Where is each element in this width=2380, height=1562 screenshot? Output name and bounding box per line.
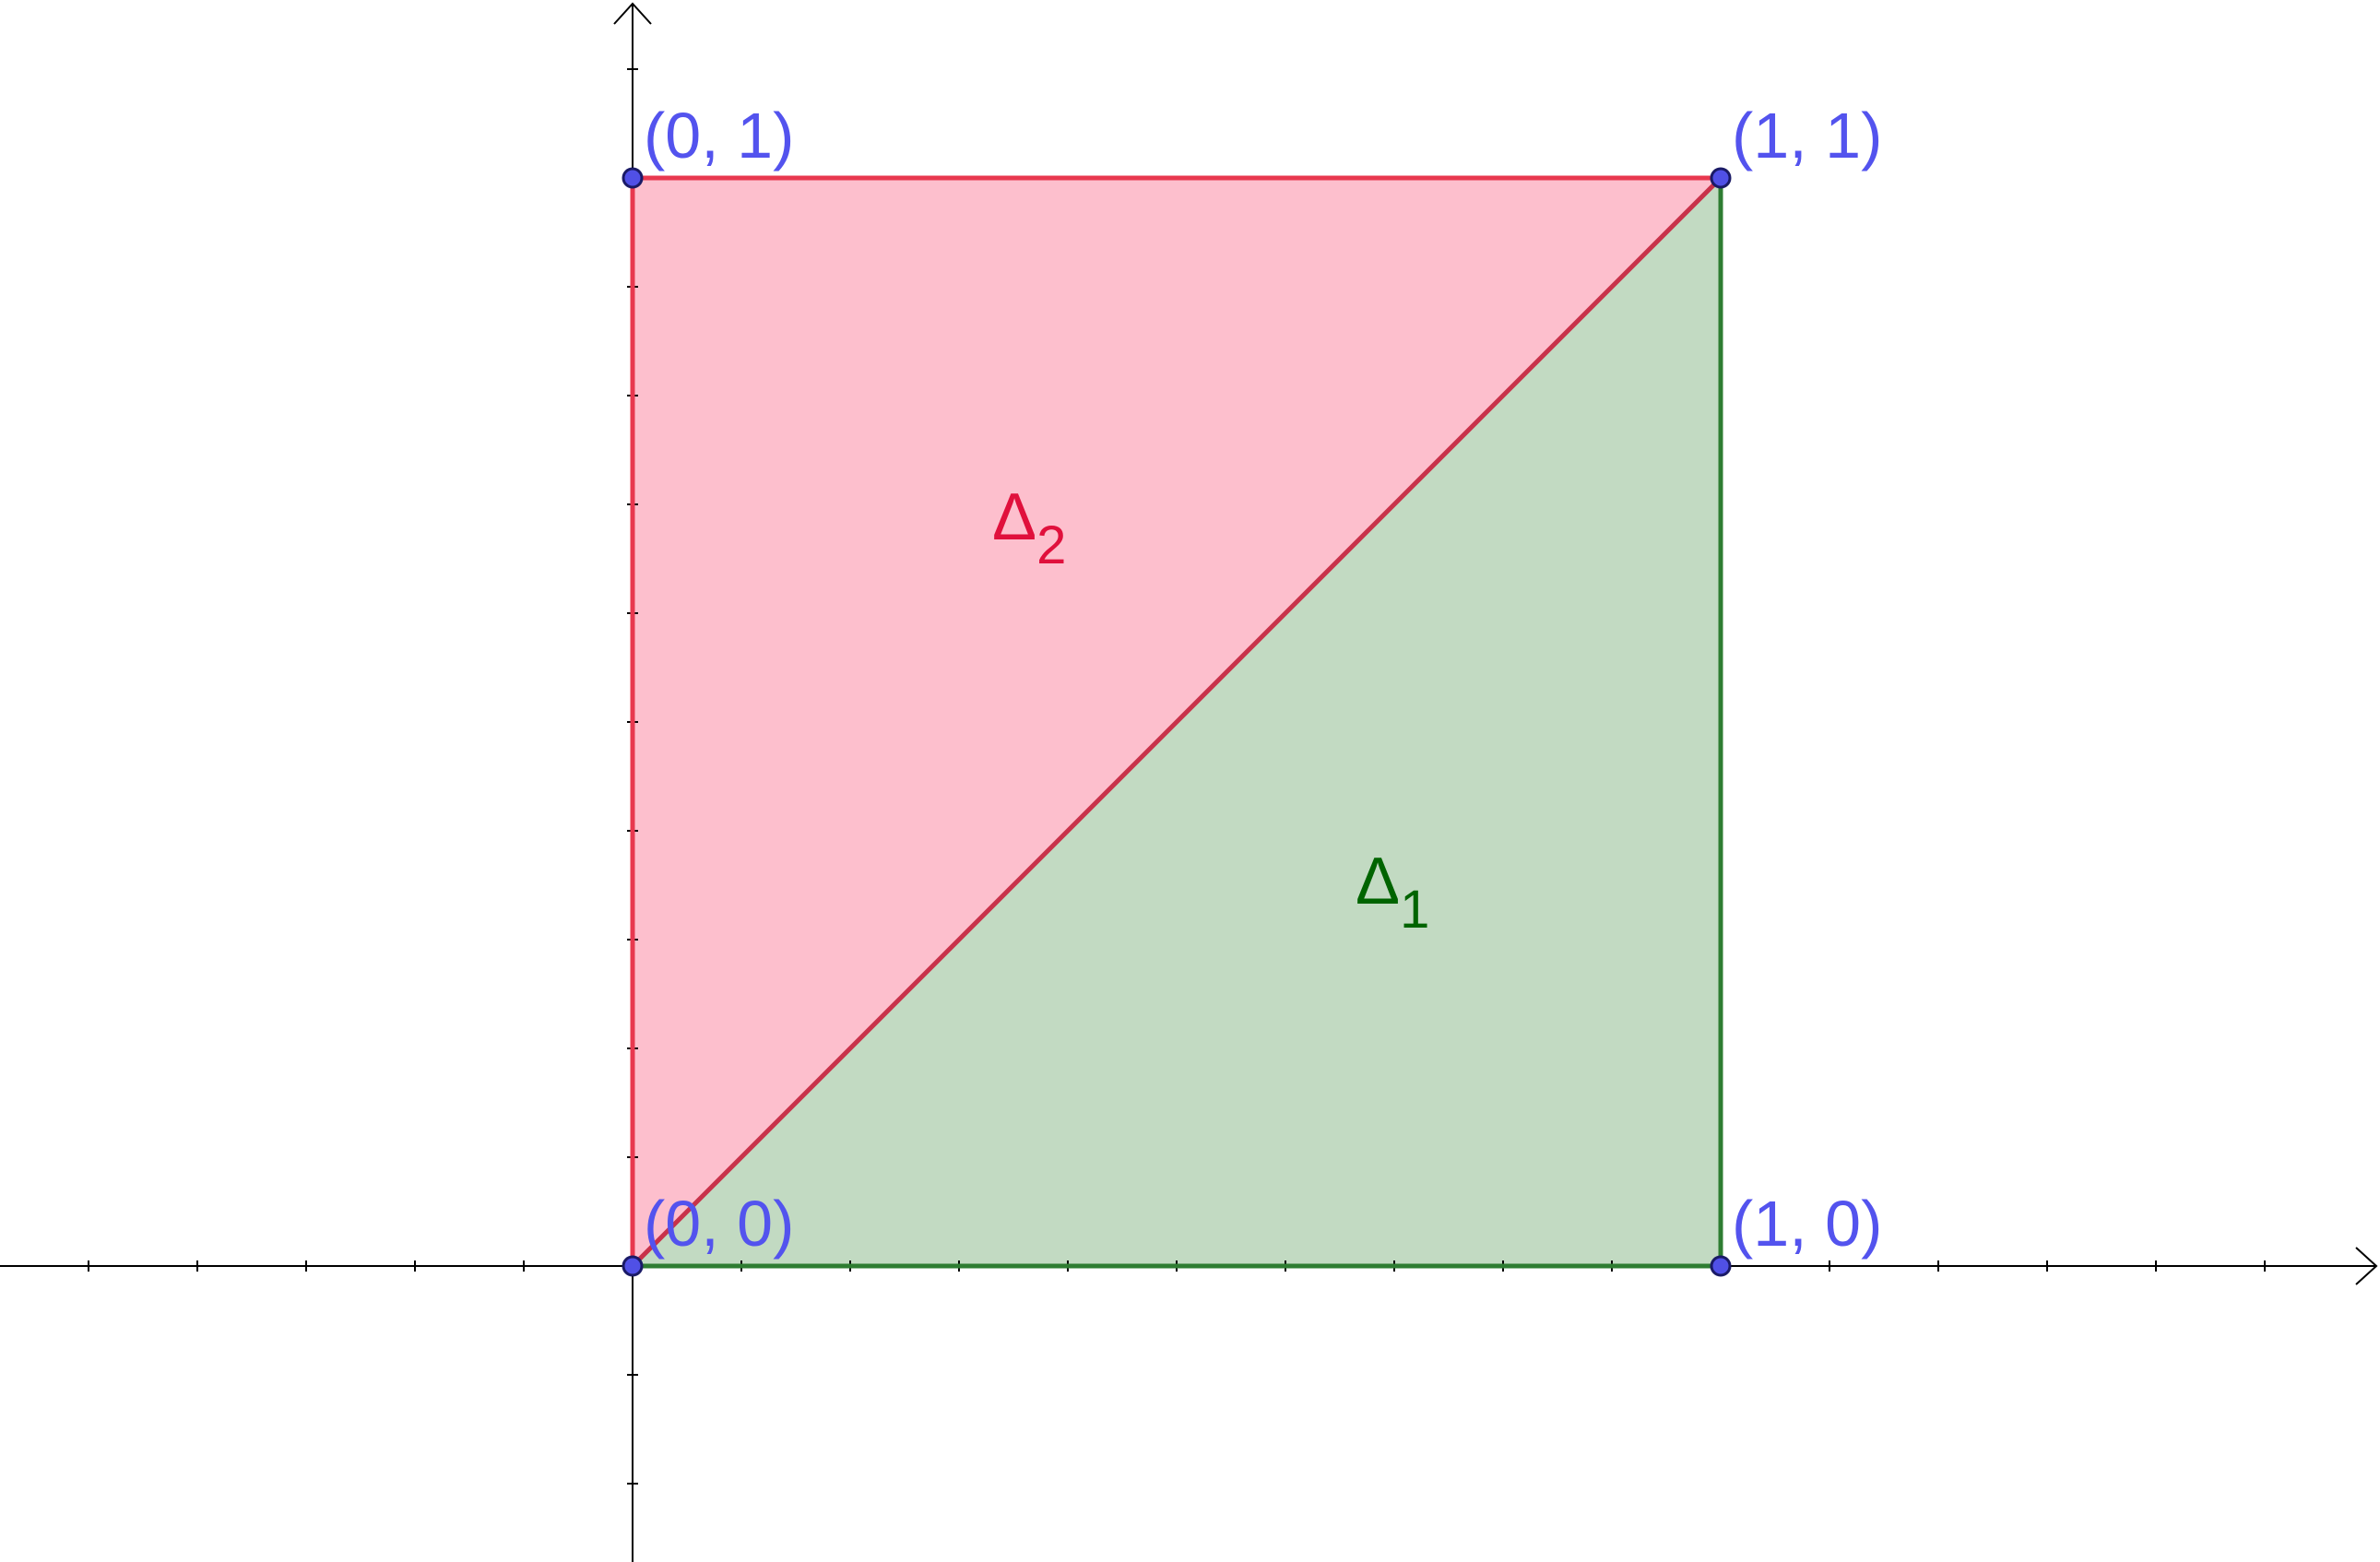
delta1-label: Δ1 <box>1356 845 1429 940</box>
point-1-0[interactable] <box>1710 1255 1732 1277</box>
edges <box>630 175 1723 1269</box>
diagonal-edge <box>631 176 1723 1268</box>
delta1-subscript: 1 <box>1400 880 1429 940</box>
delta1-symbol: Δ <box>1356 845 1400 918</box>
points: (0, 0) (1, 0) (0, 1) (1, 1) <box>622 100 1882 1277</box>
region-labels: Δ2 Δ1 <box>992 480 1429 940</box>
point-0-1-label: (0, 1) <box>644 100 794 172</box>
point-origin[interactable] <box>622 1255 644 1277</box>
point-1-1[interactable] <box>1710 167 1732 189</box>
point-0-1[interactable] <box>622 167 644 189</box>
delta2-label: Δ2 <box>992 480 1066 575</box>
point-1-1-label: (1, 1) <box>1732 100 1882 172</box>
x-axis-arrowhead <box>2355 1247 2378 1285</box>
delta2-subscript: 2 <box>1036 515 1066 575</box>
point-1-0-label: (1, 0) <box>1732 1188 1882 1260</box>
y-axis-arrowhead <box>613 2 652 25</box>
point-origin-label: (0, 0) <box>644 1188 794 1260</box>
delta2-symbol: Δ <box>992 480 1036 554</box>
